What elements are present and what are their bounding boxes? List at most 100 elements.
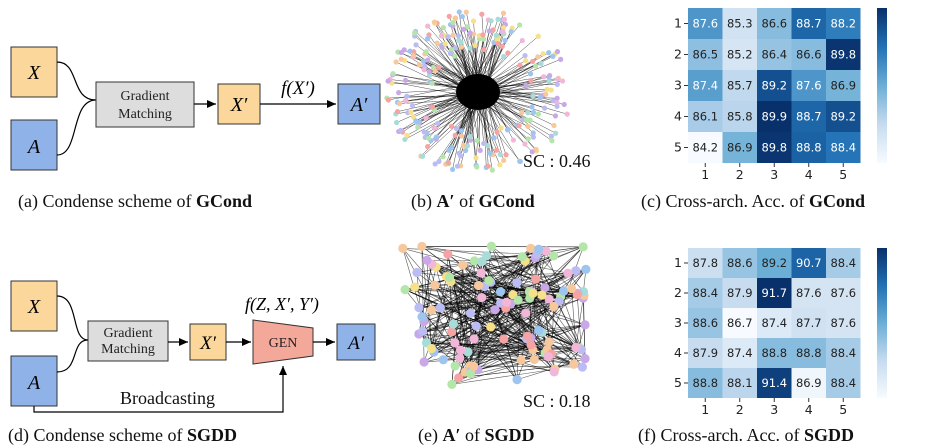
heatmap-cell-value: 86.9 xyxy=(727,141,753,155)
graph-node xyxy=(434,40,440,46)
graph-node xyxy=(425,143,431,150)
graph-node xyxy=(497,162,503,168)
graph-node xyxy=(513,295,523,305)
graph-node xyxy=(455,353,465,363)
graph-node xyxy=(530,130,536,136)
graph-node xyxy=(527,71,534,77)
graph-node xyxy=(424,36,431,42)
graph-node xyxy=(484,142,491,149)
row-tick-label: 3 xyxy=(674,315,682,330)
graph-node xyxy=(385,78,391,84)
graph-node xyxy=(400,284,410,295)
caption-b-mid: of xyxy=(455,191,479,211)
graph-node xyxy=(564,111,570,117)
graph-node xyxy=(529,354,539,365)
graph-node xyxy=(438,355,448,365)
graph-node xyxy=(554,49,561,55)
caption-e-mid: of xyxy=(461,425,485,445)
graph-node xyxy=(541,246,551,256)
graph-node xyxy=(432,68,438,74)
graph-node xyxy=(459,133,465,139)
graph-node xyxy=(535,54,541,60)
graph-node xyxy=(519,109,525,115)
row-tick-label: 1 xyxy=(674,16,682,31)
heatmap-cell-value: 89.2 xyxy=(761,79,787,93)
input-x-label: X xyxy=(27,296,41,318)
heatmap-cell-value: 87.9 xyxy=(692,346,718,360)
graph-node xyxy=(529,104,535,110)
graph-node xyxy=(554,81,560,88)
graph-node xyxy=(521,308,531,318)
heatmap-cell-value: 85.7 xyxy=(727,79,753,93)
graph-edge xyxy=(414,286,586,359)
graph-node xyxy=(543,91,549,97)
graph-node xyxy=(551,122,557,129)
x-prime-label: X′ xyxy=(230,94,248,116)
graph-node xyxy=(419,357,429,367)
graph-edge xyxy=(477,353,552,371)
graph-edge xyxy=(477,246,492,370)
panel-d-scheme: X A Gradient Matching X′ f(Z, X′, Y′) GE… xyxy=(8,280,376,446)
graph-node xyxy=(519,37,525,44)
graph-node xyxy=(442,41,448,47)
graph-node xyxy=(481,46,487,53)
graph-node xyxy=(436,158,442,165)
gradient-matching-line1: Gradient xyxy=(104,326,153,341)
graph-node xyxy=(417,241,427,252)
heatmap-cell xyxy=(826,278,861,308)
graph-node xyxy=(490,305,500,315)
heatmap-gcond: 87.6 85.3 86.6 88.7 88.2 86.5 85.2 86.4 86.6 89.8… xyxy=(674,8,861,182)
graph-edge xyxy=(451,246,584,385)
heatmap-cell-value: 88.8 xyxy=(692,376,718,390)
graph-edge xyxy=(481,261,549,357)
graph-node xyxy=(566,284,577,294)
graph-node xyxy=(558,56,564,62)
graph-node xyxy=(523,117,530,123)
graph-node xyxy=(445,34,451,40)
heatmap-cell xyxy=(757,338,792,368)
graph-node xyxy=(505,126,511,133)
gradient-matching-box xyxy=(87,320,169,362)
graph-node xyxy=(422,255,432,265)
heatmap-cell-value: 87.6 xyxy=(796,79,822,93)
graph-node xyxy=(429,104,436,110)
graph-node xyxy=(484,275,494,286)
graph-nodes xyxy=(398,241,591,389)
row-tick-label: 5 xyxy=(674,375,682,390)
caption-b-prefix: (b) xyxy=(411,191,437,212)
caption-d: (d) Condense scheme of SGDD xyxy=(8,425,237,446)
caption-e: (e) A′ of SGDD xyxy=(418,425,535,446)
graph-node xyxy=(458,39,464,46)
heatmap-cell-value: 87.6 xyxy=(692,17,718,31)
caption-c-prefix: (c) Cross-arch. Acc. of xyxy=(641,191,809,212)
graph-edge xyxy=(535,246,584,259)
merge-connector xyxy=(56,61,97,156)
graph-node xyxy=(398,56,404,62)
graph-node xyxy=(412,30,418,36)
colorbar-c xyxy=(877,8,887,163)
graph-node xyxy=(410,282,420,292)
graph-edge xyxy=(460,349,574,365)
heatmap-cell-value: 88.4 xyxy=(692,286,718,300)
graph-node xyxy=(534,244,544,254)
graph-node xyxy=(396,90,402,96)
graph-node xyxy=(398,127,404,133)
graph-node xyxy=(433,134,439,140)
graph-node xyxy=(543,352,553,362)
graph-node xyxy=(501,157,507,164)
graph-node xyxy=(486,28,492,34)
graph-node xyxy=(425,135,432,141)
row-tick-label: 4 xyxy=(674,109,682,124)
graph-node xyxy=(527,117,533,123)
graph-node xyxy=(529,149,535,155)
input-a-label: A xyxy=(26,136,41,158)
graph-edge xyxy=(431,309,535,360)
graph-node xyxy=(426,343,437,354)
heatmap-cell xyxy=(688,70,723,101)
graph-node xyxy=(493,32,499,38)
graph-node xyxy=(474,137,480,144)
heatmap-cell xyxy=(826,248,861,278)
heatmap-cell-value: 86.5 xyxy=(692,48,718,62)
graph-edge xyxy=(427,38,470,85)
graph-edge xyxy=(443,358,586,360)
